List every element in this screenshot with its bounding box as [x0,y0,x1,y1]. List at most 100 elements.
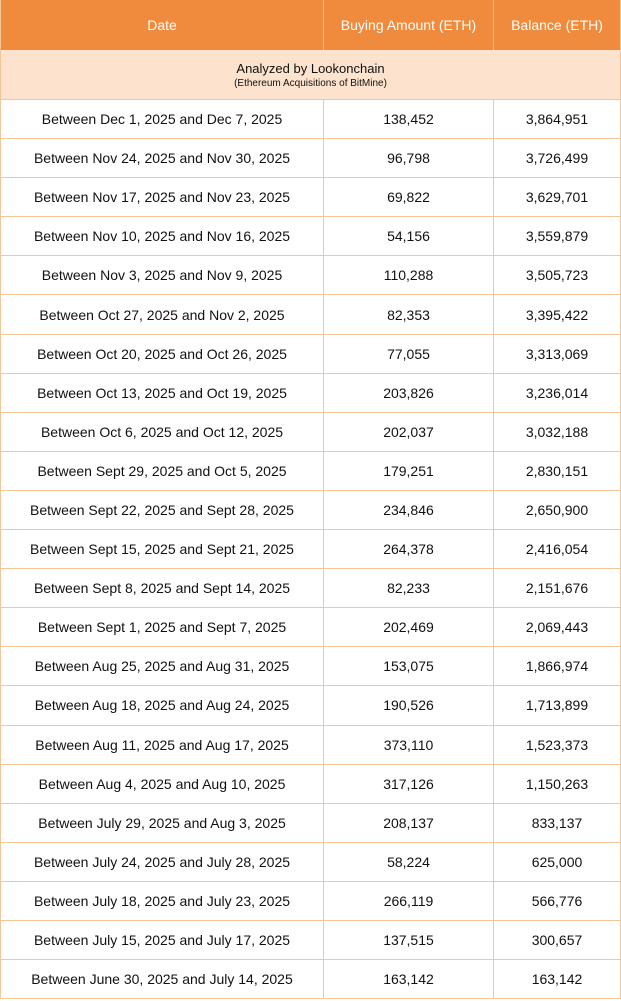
balance-cell: 833,137 [531,814,583,831]
table-row: Between Oct 27, 2025 and Nov 2, 2025 82,3… [1,295,620,335]
buying-amount-cell: 234,846 [324,490,494,530]
subheader-note: (Ethereum Acquisitions of BitMine) [234,77,387,89]
balance-cell: 566,776 [531,892,583,909]
buying-amount-cell: 203,826 [324,373,494,412]
buying-amount-cell: 138,452 [324,100,494,139]
buying-amount-cell: 179,251 [324,451,494,490]
buying-amount-cell: 266,119 [324,881,494,920]
table-row: Between Aug 25, 2025 and Aug 31, 2025 153… [1,647,620,687]
buying-amount-cell: 202,037 [324,412,494,451]
table-row: Between Aug 4, 2025 and Aug 10, 2025 317,… [1,764,620,804]
balance-cell: 2,151,676 [525,580,589,597]
balance-cell: 2,416,054 [525,541,589,558]
buying-amount-cell: 54,156 [324,217,494,256]
table-row: Between Sept 15, 2025 and Sept 21, 2025 2… [1,530,620,570]
date-cell: Between Sept 8, 2025 and Sept 14, 2025 [1,569,324,608]
buying-amount-cell: 77,055 [324,334,494,373]
buying-amount-cell: 82,353 [324,295,494,334]
date-cell: Between July 24, 2025 and July 28, 2025 [1,842,324,881]
balance-cell: 3,505,723 [525,267,589,284]
table-row: Between Aug 18, 2025 and Aug 24, 2025 190… [1,686,620,726]
date-cell: Between Oct 13, 2025 and Oct 19, 2025 [1,373,324,412]
table-row: Between July 15, 2025 and July 17, 2025 1… [1,920,620,961]
table-row: Between Aug 11, 2025 and Aug 17, 2025 373… [1,725,620,765]
table-row: Between Nov 10, 2025 and Nov 16, 2025 54,… [1,217,620,257]
balance-cell: 1,150,263 [525,775,589,792]
balance-cell: 3,726,499 [525,150,589,167]
date-cell: Between Dec 1, 2025 and Dec 7, 2025 [1,100,324,139]
date-cell: Between Oct 27, 2025 and Nov 2, 2025 [1,295,324,334]
table-row: Between June 30, 2025 and July 14, 2025 1… [1,960,620,1000]
subheader-title: Analyzed by Lookonchain [236,60,385,76]
buying-amount-cell: 96,798 [324,139,494,178]
balance-cell: 3,395,422 [525,306,589,323]
date-cell: Between July 18, 2025 and July 23, 2025 [1,881,324,920]
table-row: Between Dec 1, 2025 and Dec 7, 2025 138,4… [1,100,620,140]
balance-cell: 1,523,373 [525,736,589,753]
buying-amount-cell: 202,469 [324,608,494,647]
date-cell: Between Sept 29, 2025 and Oct 5, 2025 [1,451,324,490]
date-cell: Between Aug 11, 2025 and Aug 17, 2025 [1,725,324,764]
buying-amount-cell: 264,378 [324,530,494,569]
buying-amount-cell: 153,075 [324,647,494,686]
table-header: Date Buying Amount (ETH) Balance (ETH) [1,0,620,50]
buying-amount-cell: 317,126 [324,764,494,803]
balance-cell: 1,866,974 [525,658,589,675]
date-cell: Between Sept 15, 2025 and Sept 21, 2025 [1,530,324,569]
buying-amount-cell: 190,526 [324,686,494,725]
buying-amount-cell: 110,288 [324,256,494,295]
table-row: Between Sept 29, 2025 and Oct 5, 2025 179… [1,451,620,491]
date-cell: Between Oct 20, 2025 and Oct 26, 2025 [1,334,324,373]
date-cell: Between Nov 10, 2025 and Nov 16, 2025 [1,217,324,256]
analysis-subheader: Analyzed by Lookonchain (Ethereum Acquis… [1,50,620,100]
table-row: Between Oct 13, 2025 and Oct 19, 2025 203… [1,373,620,413]
buying-amount-cell: 58,224 [324,842,494,881]
buying-amount-cell: 373,110 [324,725,494,764]
buying-amount-cell: 163,142 [324,960,494,999]
balance-cell: 3,032,188 [525,423,589,440]
date-cell: Between June 30, 2025 and July 14, 2025 [1,960,324,999]
table-row: Between July 18, 2025 and July 23, 2025 2… [1,881,620,921]
balance-cell: 3,313,069 [525,345,589,362]
date-cell: Between Aug 18, 2025 and Aug 24, 2025 [1,686,324,725]
column-header-date: Date [1,0,324,50]
table-row: Between Oct 6, 2025 and Oct 12, 2025 202,… [1,412,620,452]
date-cell: Between Oct 6, 2025 and Oct 12, 2025 [1,412,324,451]
date-cell: Between July 29, 2025 and Aug 3, 2025 [1,803,324,842]
buying-amount-cell: 69,822 [324,178,494,217]
date-cell: Between Nov 24, 2025 and Nov 30, 2025 [1,139,324,178]
table-row: Between Sept 1, 2025 and Sept 7, 2025 202… [1,608,620,648]
table-row: Between July 24, 2025 and July 28, 2025 5… [1,842,620,882]
table-row: Between July 29, 2025 and Aug 3, 2025 208… [1,803,620,843]
balance-cell: 2,830,151 [525,462,589,479]
date-cell: Between Nov 17, 2025 and Nov 23, 2025 [1,178,324,217]
balance-cell: 2,650,900 [525,501,589,518]
date-cell: Between July 15, 2025 and July 17, 2025 [1,920,324,960]
buying-amount-cell: 82,233 [324,569,494,608]
buying-amount-cell: 208,137 [324,803,494,842]
balance-cell: 300,657 [531,932,583,949]
date-cell: Between Nov 3, 2025 and Nov 9, 2025 [1,256,324,295]
table-row: Between Nov 3, 2025 and Nov 9, 2025 110,2… [1,256,620,296]
date-cell: Between Aug 4, 2025 and Aug 10, 2025 [1,764,324,803]
date-cell: Between Sept 1, 2025 and Sept 7, 2025 [1,608,324,647]
balance-cell: 1,713,899 [525,697,589,714]
buying-amount-cell: 137,515 [324,920,494,960]
balance-cell: 625,000 [531,853,583,870]
table-row: Between Sept 22, 2025 and Sept 28, 2025 2… [1,490,620,531]
table-row: Between Nov 17, 2025 and Nov 23, 2025 69,… [1,178,620,218]
date-cell: Between Sept 22, 2025 and Sept 28, 2025 [1,490,324,530]
date-cell: Between Aug 25, 2025 and Aug 31, 2025 [1,647,324,686]
column-header-buying-amount: Buying Amount (ETH) [324,0,494,50]
table-row: Between Nov 24, 2025 and Nov 30, 2025 96,… [1,139,620,179]
balance-cell: 3,864,951 [525,111,589,128]
balance-cell: 3,236,014 [525,384,589,401]
table-body: Between Dec 1, 2025 and Dec 7, 2025 138,4… [1,100,620,1000]
balance-cell: 2,069,443 [525,619,589,636]
column-header-balance: Balance (ETH) [511,17,603,33]
balance-cell: 163,142 [531,971,583,988]
balance-cell: 3,559,879 [525,228,589,245]
balance-cell: 3,629,701 [525,189,589,206]
table-row: Between Oct 20, 2025 and Oct 26, 2025 77,… [1,334,620,374]
